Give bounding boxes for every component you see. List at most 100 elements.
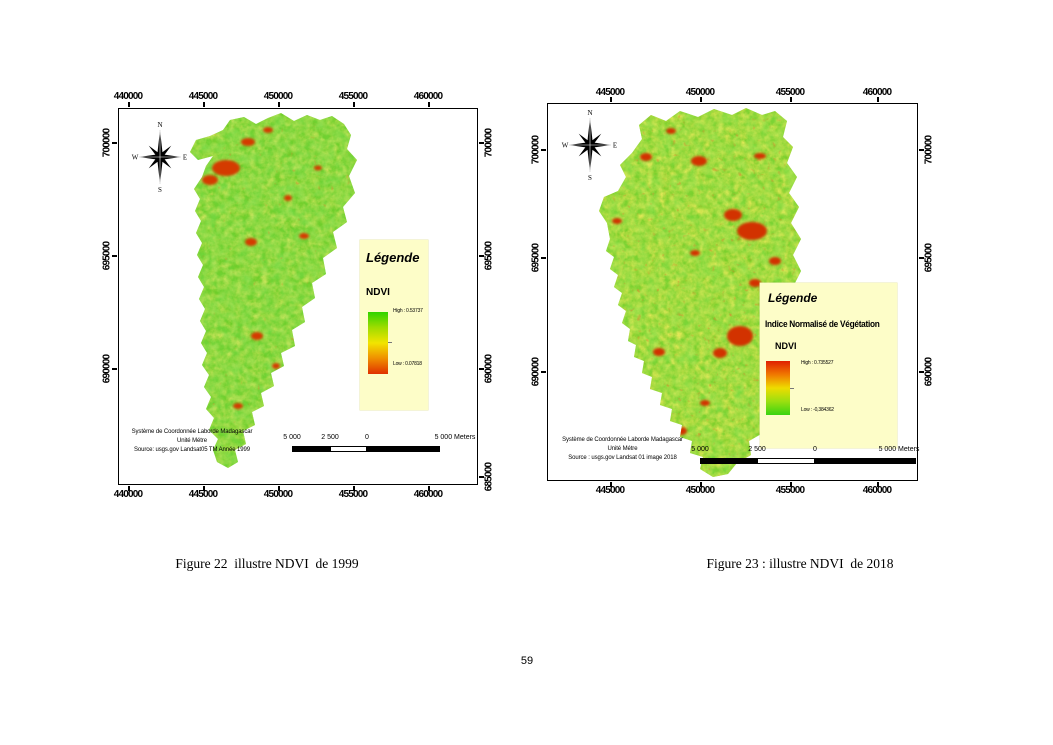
axis-tick xyxy=(203,102,205,107)
map-credits: Système de Coordonnée Laborde Madagascar… xyxy=(550,436,695,463)
compass-letter-e: E xyxy=(183,154,187,162)
legend-layer-label: NDVI xyxy=(366,287,390,298)
axis-tick xyxy=(877,97,879,102)
axis-tick xyxy=(610,482,612,487)
scalebar-segment xyxy=(757,458,815,464)
scalebar-label: 5 000 xyxy=(283,434,301,441)
axis-tick xyxy=(428,102,430,107)
figure-1999: N S E W Légende NDVI High : 0.53737 Low … xyxy=(102,91,495,500)
axis-label-bottom: 445000 xyxy=(188,489,218,500)
axis-label-bottom: 450000 xyxy=(263,489,293,500)
axis-label-right: 685000 xyxy=(483,462,495,492)
axis-tick xyxy=(112,255,117,257)
scalebar-segment xyxy=(815,458,916,464)
axis-label-right: 700000 xyxy=(483,128,495,158)
axis-tick xyxy=(479,142,484,144)
scalebar-label: 5 000 Meters xyxy=(434,434,476,441)
scalebar-segment xyxy=(700,458,757,464)
axis-tick xyxy=(700,482,702,487)
axis-tick xyxy=(790,482,792,487)
axis-label-bottom: 440000 xyxy=(113,489,143,500)
scalebar-label: 5 000 xyxy=(691,446,709,453)
axis-label-top: 455000 xyxy=(775,87,805,98)
axis-label-top: 440000 xyxy=(113,91,143,102)
axis-label-bottom: 445000 xyxy=(595,485,625,496)
axis-label-bottom: 460000 xyxy=(862,485,892,496)
legend-2018: Légende Indice Normalisé de Végétation N… xyxy=(760,283,897,448)
axis-label-bottom: 460000 xyxy=(413,489,443,500)
axis-tick xyxy=(479,255,484,257)
legend-title: Légende xyxy=(366,250,420,265)
axis-label-top: 450000 xyxy=(263,91,293,102)
axis-tick xyxy=(700,97,702,102)
axis-label-left: 690000 xyxy=(530,357,542,387)
axis-tick xyxy=(128,486,130,491)
credits-line: Système de Coordonnée Laborde Madagascar xyxy=(562,437,683,443)
ndvi-raster-1999 xyxy=(190,113,357,468)
credits-line: Source: usgs.gov Landsat05 TM Année 1999 xyxy=(134,447,250,453)
scalebar-label: 0 xyxy=(813,446,817,453)
axis-label-right: 690000 xyxy=(923,357,935,387)
axis-label-bottom: 455000 xyxy=(775,485,805,496)
scalebar-segment xyxy=(330,446,367,452)
legend-subtitle: Indice Normalisé de Végétation xyxy=(765,319,880,329)
compass-letter-e: E xyxy=(613,142,617,150)
axis-label-top: 455000 xyxy=(338,91,368,102)
scalebar-label: 2 500 xyxy=(748,446,766,453)
page-number: 59 xyxy=(520,655,534,667)
axis-tick xyxy=(541,257,546,259)
axis-tick xyxy=(790,97,792,102)
axis-tick xyxy=(541,371,546,373)
axis-tick xyxy=(919,371,924,373)
compass-letter-w: W xyxy=(562,142,569,150)
legend-low-value: Low : 0.07818 xyxy=(393,361,422,367)
axis-label-left: 700000 xyxy=(530,135,542,165)
figure-2018: N S E W Légende Indice Normalisé de Végé… xyxy=(531,87,935,496)
scalebar-label: 5 000 Meters xyxy=(878,446,920,453)
axis-label-top: 460000 xyxy=(862,87,892,98)
axis-tick xyxy=(353,102,355,107)
axis-tick xyxy=(610,97,612,102)
axis-tick xyxy=(353,486,355,491)
map-credits: Système de Coordonnée Laborde Madagascar… xyxy=(122,428,262,455)
axis-label-top: 445000 xyxy=(188,91,218,102)
axis-tick xyxy=(203,486,205,491)
ndvi-color-ramp xyxy=(766,361,790,415)
credits-line: Système de Coordonnée Laborde Madagascar xyxy=(131,429,253,435)
axis-label-top: 450000 xyxy=(685,87,715,98)
credits-line: Unité Métre xyxy=(607,446,638,452)
legend-layer-label: NDVI xyxy=(775,341,797,351)
ramp-mid-tick xyxy=(388,342,392,343)
axis-label-right: 695000 xyxy=(483,241,495,271)
axis-label-bottom: 450000 xyxy=(685,485,715,496)
axis-tick xyxy=(128,102,130,107)
compass-letter-s: S xyxy=(588,174,592,182)
compass-letter-w: W xyxy=(132,154,139,162)
scalebar-segment xyxy=(292,446,330,452)
axis-tick xyxy=(877,482,879,487)
axis-label-right: 700000 xyxy=(923,135,935,165)
axis-label-top: 460000 xyxy=(413,91,443,102)
legend-low-value: Low : -0,384362 xyxy=(801,407,834,413)
legend-title: Légende xyxy=(768,291,818,305)
compass-letter-n: N xyxy=(587,109,592,117)
axis-tick xyxy=(919,149,924,151)
axis-tick xyxy=(479,368,484,370)
compass-rose-icon: N S E W xyxy=(562,109,617,182)
axis-tick xyxy=(278,102,280,107)
ramp-mid-tick xyxy=(790,388,794,389)
figure-caption-23: Figure 23 : illustre NDVI de 2018 xyxy=(706,556,894,571)
credits-line: Unité Métre xyxy=(177,438,207,444)
scalebar-label: 0 xyxy=(365,434,369,441)
legend-high-value: High : 0.735527 xyxy=(801,360,834,366)
axis-tick xyxy=(919,257,924,259)
axis-label-top: 445000 xyxy=(595,87,625,98)
axis-label-left: 690000 xyxy=(101,354,113,384)
axis-tick xyxy=(112,368,117,370)
compass-letter-s: S xyxy=(158,186,162,194)
legend-high-value: High : 0.53737 xyxy=(393,308,423,314)
axis-label-right: 695000 xyxy=(923,243,935,273)
axis-tick xyxy=(278,486,280,491)
axis-label-left: 695000 xyxy=(101,241,113,271)
